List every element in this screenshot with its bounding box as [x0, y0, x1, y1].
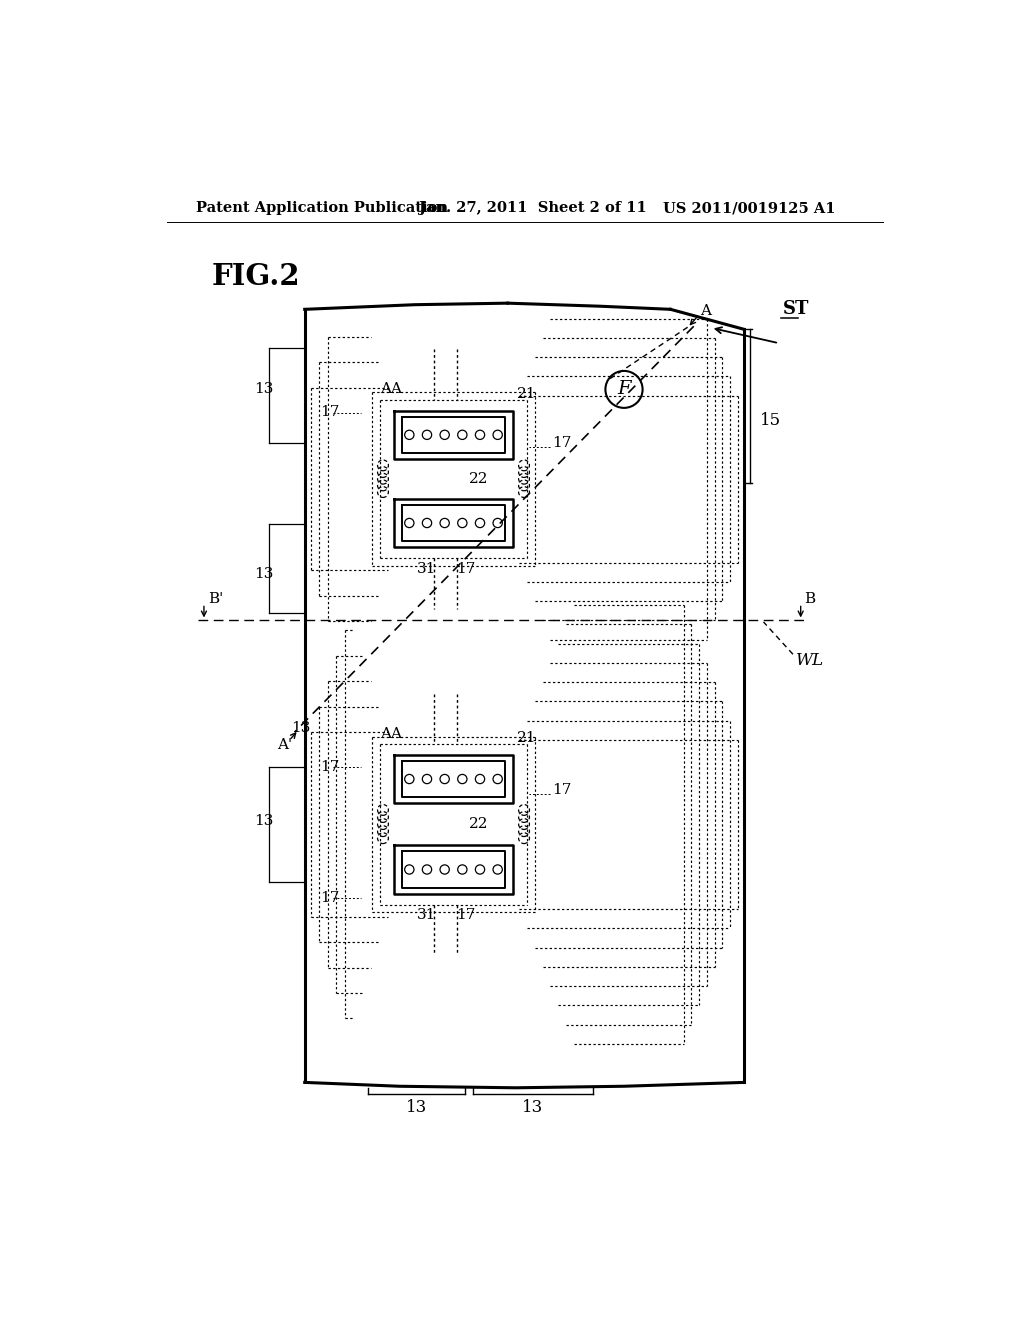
Text: A: A — [700, 304, 711, 318]
Text: 17: 17 — [321, 760, 340, 774]
Text: 31: 31 — [417, 562, 436, 576]
Text: 22: 22 — [469, 471, 488, 486]
Text: 15: 15 — [761, 412, 781, 429]
Text: US 2011/0019125 A1: US 2011/0019125 A1 — [663, 202, 836, 215]
Text: AA: AA — [380, 383, 401, 396]
Text: FIG.2: FIG.2 — [212, 261, 300, 290]
Text: 13: 13 — [254, 813, 273, 828]
Text: WL: WL — [796, 652, 824, 669]
Text: 13: 13 — [406, 1100, 427, 1117]
Text: 22: 22 — [469, 817, 488, 832]
Text: F: F — [617, 380, 631, 399]
Text: AA: AA — [380, 726, 401, 741]
Text: 13: 13 — [254, 568, 273, 581]
Text: B': B' — [209, 591, 224, 606]
Text: 17: 17 — [456, 562, 475, 576]
Text: A': A' — [276, 738, 292, 752]
Text: 17: 17 — [321, 891, 340, 904]
Text: 17: 17 — [456, 908, 475, 923]
Text: B: B — [805, 591, 816, 606]
Text: 17: 17 — [552, 783, 571, 797]
Text: Jan. 27, 2011  Sheet 2 of 11: Jan. 27, 2011 Sheet 2 of 11 — [419, 202, 646, 215]
Text: 13: 13 — [522, 1100, 543, 1117]
Text: 21: 21 — [517, 731, 537, 746]
Text: 17: 17 — [552, 437, 571, 450]
Text: 17: 17 — [321, 405, 340, 420]
Text: ST: ST — [783, 301, 809, 318]
Text: Patent Application Publication: Patent Application Publication — [197, 202, 449, 215]
Text: 13: 13 — [254, 383, 273, 396]
Text: 21: 21 — [517, 387, 537, 401]
Text: 31: 31 — [417, 908, 436, 923]
Text: 13: 13 — [291, 721, 310, 735]
